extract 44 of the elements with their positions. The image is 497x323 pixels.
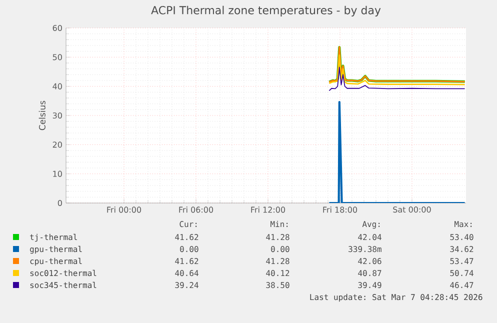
text: 39.24 <box>175 282 198 288</box>
legend-label: soc012-thermal <box>30 270 96 276</box>
y-tick-label: 60 <box>52 24 62 32</box>
text: 46.47 <box>450 282 474 288</box>
text: 42.06 <box>358 258 382 264</box>
chart-title: ACPI Thermal zone temperatures - by day <box>151 6 381 16</box>
text: 53.40 <box>450 234 474 240</box>
x-tick-label: Fri 00:00 <box>107 206 142 213</box>
text: 53.47 <box>450 258 474 264</box>
text: 339.38m <box>348 246 382 252</box>
y-tick-label: 30 <box>52 112 62 119</box>
text: 41.62 <box>175 234 198 240</box>
y-axis-title: Celsius <box>38 100 46 130</box>
text: 41.62 <box>175 258 198 264</box>
legend-label: tj-thermal <box>30 234 77 242</box>
y-tick-label: 10 <box>53 170 62 177</box>
text: Last update: Sat Mar 7 04:28:45 2026 <box>310 294 482 302</box>
text: Min: <box>270 220 288 227</box>
y-tick-label: 20 <box>52 142 62 148</box>
x-tick-label: Sat 00:00 <box>393 206 431 213</box>
text: Avg: <box>362 221 380 229</box>
text: 40.12 <box>266 270 290 276</box>
text: 41.28 <box>266 234 290 240</box>
y-tick-label: 40 <box>52 83 62 90</box>
text: 41.28 <box>266 258 290 264</box>
text: 40.64 <box>175 270 198 276</box>
text: 39.49 <box>358 282 382 288</box>
legend-label: gpu-thermal <box>30 246 82 254</box>
text: Max: <box>454 221 472 228</box>
text: 38.50 <box>266 282 290 288</box>
y-tick-label: 50 <box>52 54 62 60</box>
legend-label: soc345-thermal <box>30 282 96 288</box>
text: Cur: <box>180 221 197 228</box>
text: 42.04 <box>358 234 382 240</box>
text: 0.00 <box>180 246 198 252</box>
text: 40.87 <box>358 270 382 276</box>
text: 0.00 <box>271 246 290 252</box>
x-tick-label: Fri 18:00 <box>323 206 358 213</box>
y-tick-label: 0 <box>58 200 62 206</box>
x-tick-label: Fri 06:00 <box>179 206 214 213</box>
x-tick-label: Fri 12:00 <box>251 206 286 213</box>
text: 34.62 <box>450 246 474 252</box>
legend-label: cpu-thermal <box>30 258 82 266</box>
text: 50.74 <box>450 270 474 276</box>
